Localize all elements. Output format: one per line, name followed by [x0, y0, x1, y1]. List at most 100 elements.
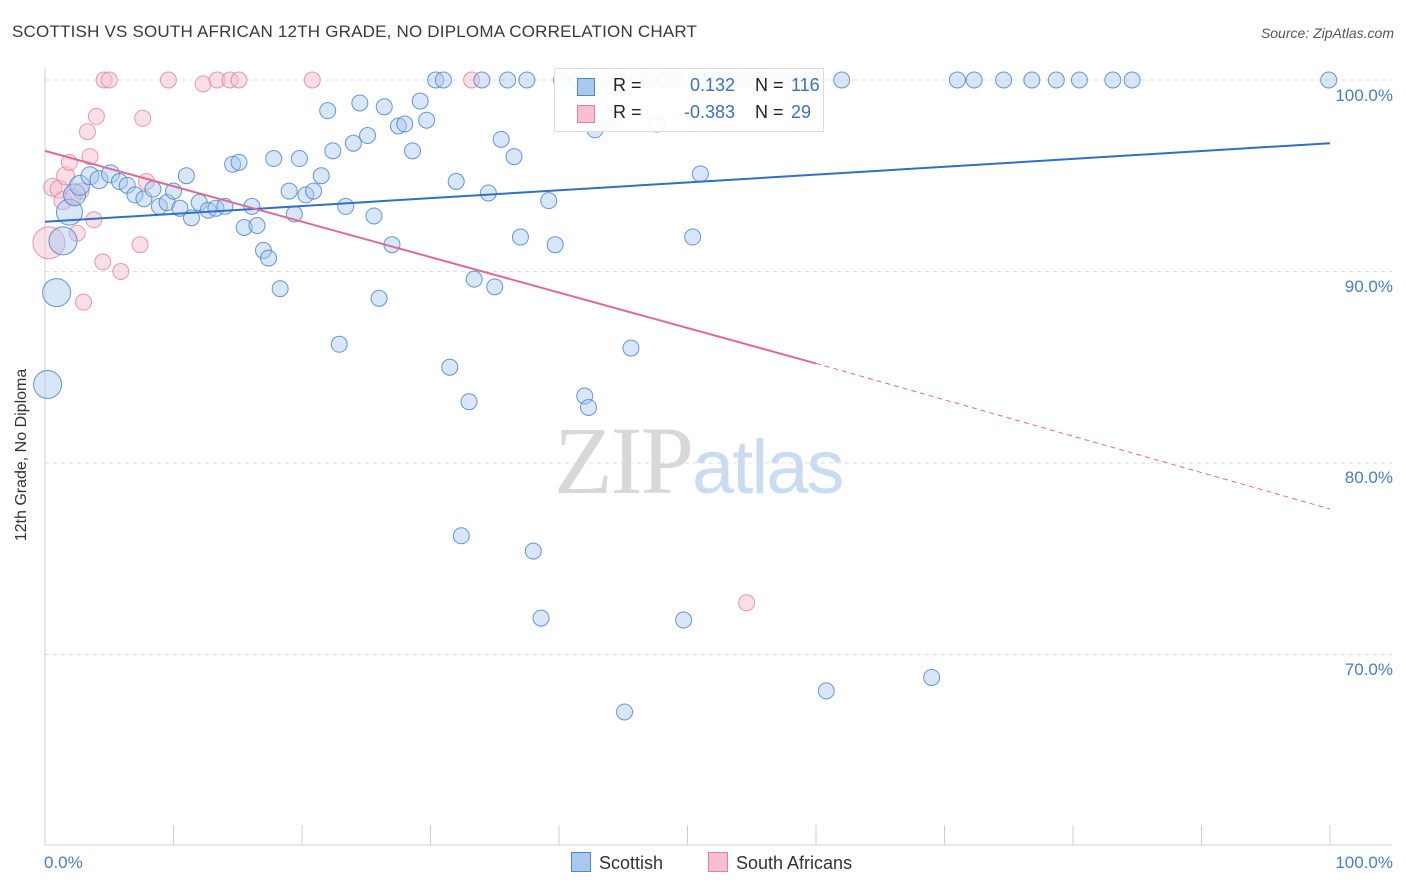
scottish-point — [312, 167, 330, 185]
r-value: -0.383 — [683, 102, 735, 122]
south-africans-point — [100, 71, 118, 89]
y-tick-label: 70.0% — [1344, 660, 1393, 679]
scottish-swatch — [577, 78, 595, 96]
scottish-point — [230, 153, 248, 171]
r-label: R = — [613, 75, 642, 95]
r-label: R = — [613, 102, 642, 122]
scottish-point — [833, 71, 851, 89]
scottish-point — [532, 609, 550, 627]
south-africans-point — [87, 107, 105, 125]
r-value: 0.132 — [689, 75, 735, 95]
scottish-point — [499, 71, 517, 89]
scottish-point — [177, 167, 195, 185]
scottish-point — [1047, 71, 1065, 89]
scottish-point — [540, 192, 558, 210]
n-value: 116 — [791, 75, 820, 95]
scottish-point — [441, 358, 459, 376]
scottish-point — [691, 165, 709, 183]
scottish-trend-line — [44, 142, 1331, 223]
scottish-point — [460, 393, 478, 411]
scottish-point — [389, 117, 407, 135]
scottish-point — [995, 71, 1013, 89]
bottom-legend-label: South Africans — [736, 853, 853, 873]
watermark: ZIPatlas — [554, 405, 845, 516]
scottish-point — [1123, 71, 1141, 89]
south-africans-point — [112, 263, 130, 280]
scottish-point — [370, 289, 388, 307]
scottish-point — [923, 668, 941, 686]
scottish-point — [48, 226, 78, 256]
south-africans-point — [78, 123, 96, 141]
scottish-point — [330, 335, 348, 353]
scottish-point — [344, 134, 362, 152]
n-value: 29 — [791, 102, 812, 122]
south-africans-swatch — [577, 105, 595, 123]
scottish-point — [404, 142, 422, 160]
south-africans-point — [75, 293, 93, 311]
scottish-point — [280, 182, 298, 200]
scottish-point — [576, 387, 594, 405]
scottish-point — [1070, 71, 1088, 89]
scottish-point — [89, 170, 109, 190]
south-africans-trend-line — [44, 149, 817, 365]
scottish-point — [69, 174, 91, 196]
scottish-point — [492, 130, 510, 148]
scottish-point — [224, 155, 242, 173]
south-africans-point — [194, 75, 212, 93]
south-africans-point — [230, 71, 248, 89]
scottish-point — [324, 142, 342, 160]
scottish-point — [290, 150, 308, 168]
scottish-point — [580, 398, 598, 416]
south-africans-point — [463, 71, 481, 89]
south-africans-point — [134, 109, 152, 127]
scottish-point — [365, 207, 383, 225]
south-africans-swatch — [708, 852, 728, 872]
south-africans-point — [738, 594, 756, 612]
scottish-point — [465, 270, 483, 288]
south-africans-point — [94, 253, 112, 271]
grid-lines — [45, 79, 1392, 655]
scottish-point — [337, 197, 355, 215]
scottish-point — [235, 218, 253, 236]
scottish-point — [452, 527, 470, 545]
bottom-legend-south-africans: South Africans — [708, 852, 852, 874]
watermark-zip: ZIP — [554, 407, 694, 514]
scottish-point — [684, 228, 702, 246]
scottish-point — [518, 71, 536, 89]
scottish-point — [505, 148, 523, 166]
bottom-legend-label: Scottish — [599, 853, 664, 873]
scottish-point — [144, 180, 162, 198]
scottish-point — [948, 71, 966, 89]
scottish-point — [135, 190, 153, 208]
scottish-point — [305, 182, 323, 200]
scottish-point — [42, 278, 72, 308]
trend-lines — [44, 142, 1331, 510]
scottish-point — [1104, 71, 1122, 89]
south-africans-trend-extension — [815, 362, 1331, 510]
axes — [44, 68, 1392, 846]
y-tick-label: 80.0% — [1344, 468, 1393, 487]
scottish-point — [418, 111, 436, 129]
scottish-point — [248, 217, 266, 235]
scottish-point — [33, 369, 63, 399]
bottom-legend-scottish: Scottish — [571, 852, 663, 874]
y-tick-label: 100.0% — [1335, 86, 1393, 105]
scottish-point — [1023, 71, 1041, 89]
scottish-point — [434, 71, 452, 89]
watermark-atlas: atlas — [692, 425, 845, 510]
n-label: N = — [755, 75, 784, 95]
south-africans-points — [32, 71, 756, 612]
x-tick-label: 100.0% — [1335, 853, 1393, 872]
south-africans-point — [131, 236, 149, 254]
scottish-point — [965, 71, 983, 89]
scottish-point — [260, 249, 278, 267]
scottish-point — [524, 542, 542, 560]
scottish-point — [473, 71, 491, 89]
y-axis-label: 12th Grade, No Diploma — [13, 368, 30, 542]
scottish-point — [1320, 71, 1338, 89]
chart-title: SCOTTISH VS SOUTH AFRICAN 12TH GRADE, NO… — [12, 22, 698, 41]
scottish-point — [351, 94, 369, 112]
scottish-point — [63, 183, 87, 207]
scottish-point — [616, 703, 634, 721]
